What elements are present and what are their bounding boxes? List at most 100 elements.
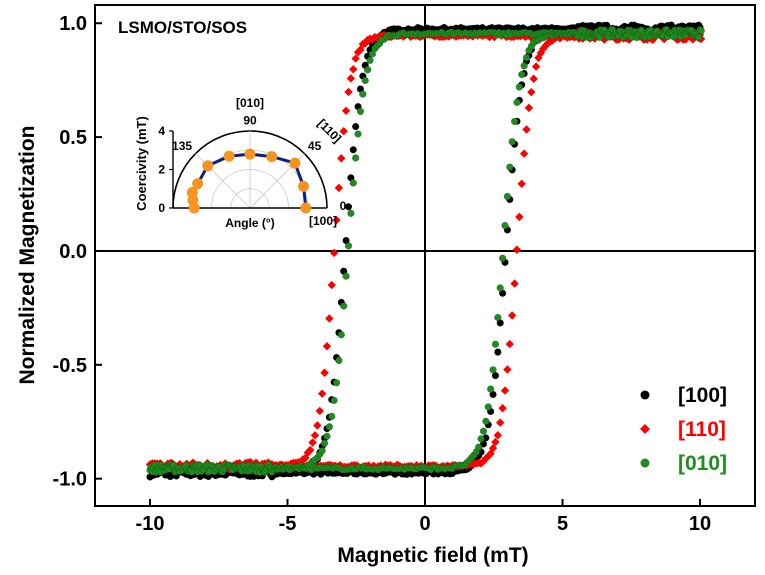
data-point: [496, 418, 505, 427]
data-point: [323, 432, 331, 440]
data-point: [529, 74, 538, 84]
data-point: [356, 107, 365, 116]
data-point: [361, 76, 369, 85]
legend: [100] [110] [010]: [640, 384, 727, 475]
data-point: [595, 33, 604, 42]
data-point: [325, 314, 334, 323]
legend-label: [110]: [678, 418, 726, 441]
data-point: [548, 35, 558, 45]
legend-marker: [640, 390, 650, 400]
data-point: [688, 35, 698, 44]
legend-item: [010]: [640, 452, 727, 475]
data-point: [510, 279, 519, 288]
data-point: [363, 66, 372, 74]
data-point: [513, 98, 521, 107]
inset-x-title: Angle (°): [225, 216, 274, 230]
data-point: [524, 103, 534, 113]
data-point: [344, 203, 353, 211]
data-point: [337, 331, 345, 339]
sample-label: LSMO/STO/SOS: [118, 18, 247, 37]
legend-marker: [640, 424, 650, 434]
data-point: [332, 215, 341, 225]
inset-r-tick-label: 4: [158, 124, 165, 138]
data-point: [308, 438, 317, 447]
legend-label: [100]: [678, 384, 727, 407]
inset-data-point: [300, 202, 312, 214]
data-point: [340, 302, 348, 310]
data-point: [500, 386, 510, 395]
x-axis-title: Magnetic field (mT): [337, 544, 528, 567]
data-point: [517, 179, 526, 188]
legend-marker: [640, 458, 650, 468]
data-point: [352, 122, 360, 131]
data-point: [496, 284, 504, 292]
data-point: [329, 248, 339, 258]
data-point: [508, 138, 516, 146]
data-point: [330, 396, 338, 405]
series-010: [146, 25, 705, 477]
data-point: [339, 127, 348, 136]
data-point: [320, 368, 329, 377]
data-point: [681, 35, 690, 44]
inset-r-tick-label: 0: [158, 201, 165, 215]
legend-label: [010]: [678, 452, 727, 475]
data-point: [491, 437, 500, 447]
data-point: [322, 342, 332, 351]
data-point: [522, 53, 531, 62]
data-point: [315, 406, 324, 416]
data-point: [332, 379, 341, 387]
y-tick-label: -0.5: [53, 355, 87, 377]
inset-data-point: [188, 202, 200, 214]
data-point: [479, 427, 488, 435]
data-point: [325, 423, 333, 431]
inset-grid-spoke: [195, 153, 251, 209]
data-point: [515, 83, 524, 91]
data-point: [541, 41, 550, 50]
data-point: [320, 439, 329, 447]
inset-angle-label: 135: [172, 139, 192, 153]
y-tick-label: 1.0: [59, 13, 87, 35]
x-tick-label: 5: [557, 513, 568, 535]
inset-angle-label: 0: [340, 199, 347, 213]
data-point: [518, 70, 526, 79]
y-tick-label: 0.0: [59, 241, 87, 263]
data-point: [484, 403, 492, 411]
data-point: [519, 149, 529, 158]
data-point: [534, 53, 543, 62]
data-point: [352, 154, 360, 162]
data-point: [328, 412, 336, 420]
y-axis-title: Normalized Magnetization: [16, 125, 39, 384]
data-point: [347, 209, 355, 217]
data-point: [475, 443, 483, 451]
data-point: [695, 33, 703, 42]
inset-direction-label: [100]: [309, 214, 337, 228]
data-point: [349, 146, 357, 154]
data-point: [494, 348, 502, 356]
data-point: [527, 87, 536, 97]
data-point: [335, 356, 343, 365]
data-point: [306, 445, 315, 455]
legend-item: [100]: [640, 384, 727, 407]
data-point: [512, 245, 522, 254]
data-point: [697, 27, 705, 35]
x-tick-label: -10: [136, 513, 165, 535]
data-point: [313, 421, 322, 430]
series-layer: [145, 21, 706, 481]
data-point: [337, 154, 346, 163]
data-point: [494, 313, 502, 322]
data-point: [354, 130, 362, 138]
data-point: [349, 179, 357, 187]
x-tick-label: 0: [419, 513, 430, 535]
data-point: [246, 457, 255, 467]
inset-y-title: Coercivity (mT): [134, 116, 149, 211]
data-point: [334, 183, 344, 193]
inset-data-point: [289, 157, 301, 169]
axes-layer: -10 -5 0 5 10 -1.0 -0.5 0.0 0.5 1.0: [53, 13, 712, 535]
data-point: [505, 339, 514, 349]
data-point: [503, 192, 512, 201]
data-point: [361, 39, 370, 48]
inset-angle-label: 45: [308, 139, 322, 153]
data-point: [491, 340, 500, 348]
legend-item: [110]: [640, 418, 726, 441]
data-point: [349, 65, 358, 74]
